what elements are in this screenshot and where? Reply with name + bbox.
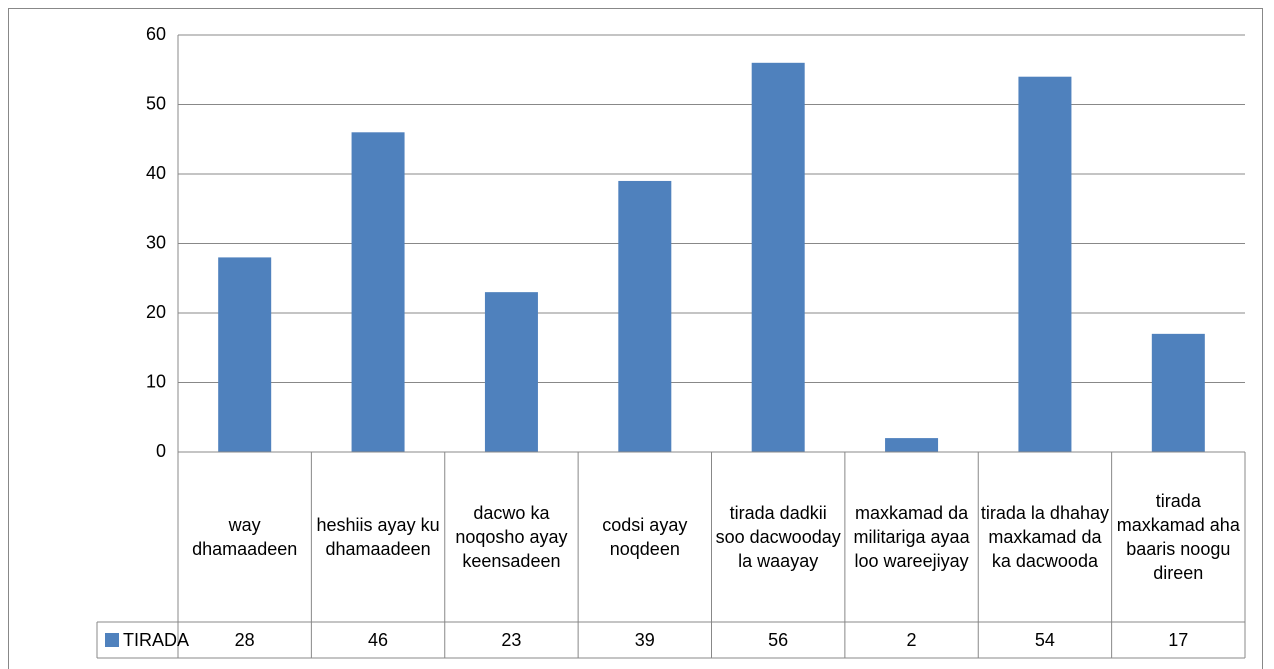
x-tick-label: codsi ayay noqdeen xyxy=(602,515,688,559)
bar xyxy=(351,132,405,453)
legend-label: TIRADA xyxy=(123,630,189,650)
table-value: 56 xyxy=(768,630,788,650)
x-tick-label: tirada dadkii soo dacwooday la waayay xyxy=(715,503,841,571)
bar xyxy=(885,438,939,452)
y-tick-label: 20 xyxy=(146,302,166,322)
y-tick-label: 40 xyxy=(146,163,166,183)
table-value: 54 xyxy=(1035,630,1055,650)
table-value: 17 xyxy=(1168,630,1188,650)
table-value: 28 xyxy=(235,630,255,650)
chart-border xyxy=(8,8,1263,669)
bar xyxy=(218,257,272,452)
bar xyxy=(1018,76,1072,452)
bar xyxy=(1151,333,1205,452)
legend-swatch xyxy=(105,633,119,647)
table-value: 2 xyxy=(907,630,917,650)
y-tick-label: 10 xyxy=(146,371,166,391)
x-tick-label: heshiis ayay ku dhamaadeen xyxy=(316,515,440,559)
x-tick-label: way dhamaadeen xyxy=(192,515,298,559)
x-tick-label: dacwo ka noqosho ayay keensadeen xyxy=(455,503,568,571)
x-tick-label: tirada maxkamad aha baaris noogu direen xyxy=(1116,491,1240,583)
x-tick-label: maxkamad da militariga ayaa loo wareejiy… xyxy=(853,503,970,571)
y-tick-label: 60 xyxy=(146,24,166,44)
bar xyxy=(484,292,538,452)
y-tick-label: 30 xyxy=(146,232,166,252)
y-tick-label: 0 xyxy=(156,441,166,461)
y-tick-label: 50 xyxy=(146,93,166,113)
x-tick-label: tirada la dhahay maxkamad da ka dacwooda xyxy=(980,503,1109,571)
table-value: 46 xyxy=(368,630,388,650)
table-value: 23 xyxy=(501,630,521,650)
table-value: 39 xyxy=(635,630,655,650)
bar xyxy=(618,180,672,452)
bar xyxy=(751,62,805,453)
